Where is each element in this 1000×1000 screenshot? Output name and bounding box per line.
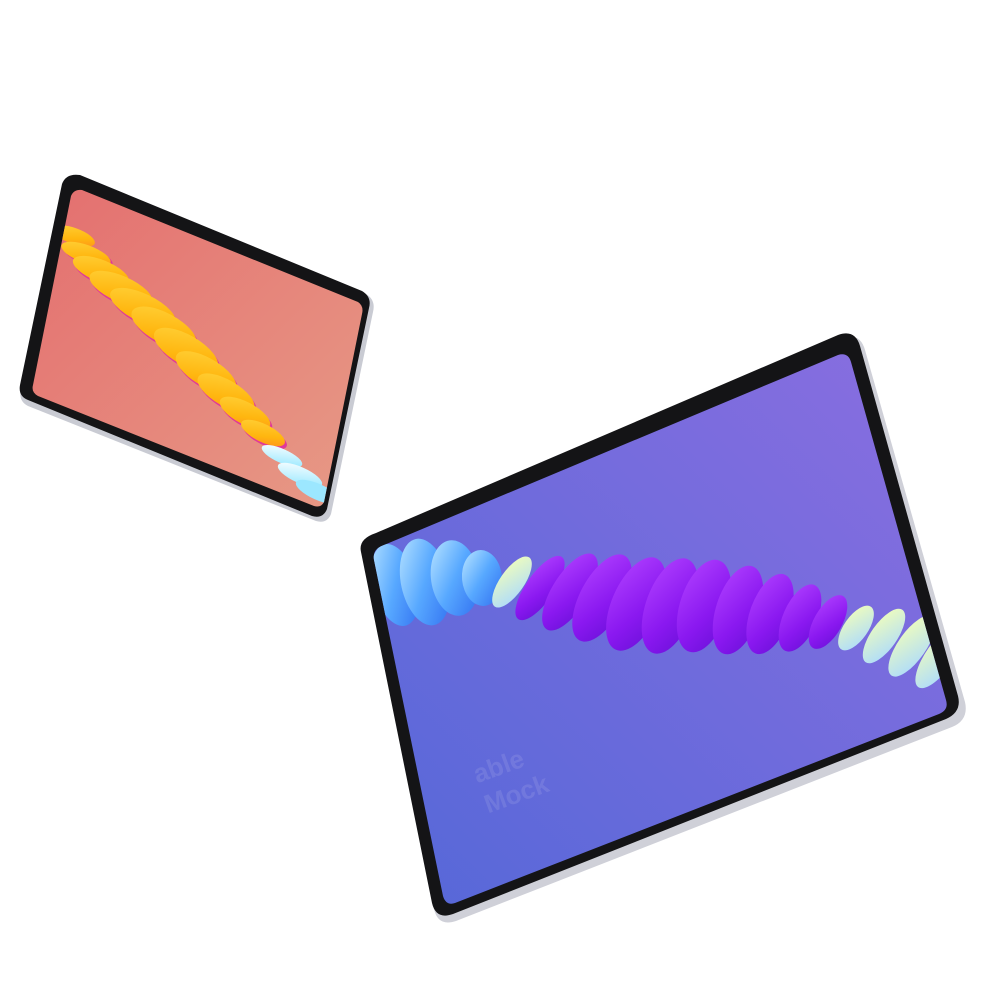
purple-disc-wave (492, 553, 947, 689)
tablet-large-wallpaper-art: able Mock (373, 538, 947, 819)
blue-disc-cluster (373, 538, 503, 626)
yellow-disc-wave (53, 225, 341, 505)
tablet-small (19, 174, 374, 522)
tablet-large: able Mock (360, 333, 966, 923)
tablet-small-wallpaper-art (53, 225, 341, 505)
